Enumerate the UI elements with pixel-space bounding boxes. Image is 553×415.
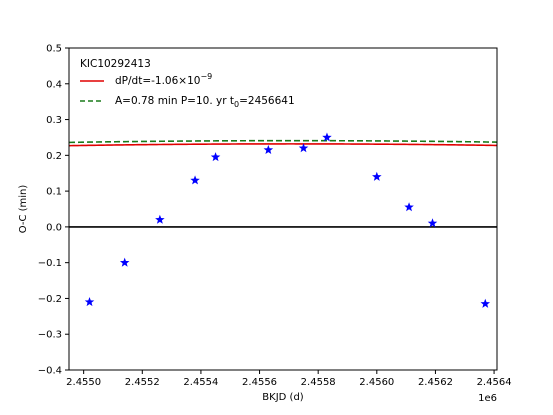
data-point [427,218,438,228]
y-tick-label: 0.4 [46,79,62,90]
x-tick-label: 2.4552 [125,377,160,388]
y-tick-label: 0.0 [46,222,62,233]
x-tick-label: 2.4556 [242,377,277,388]
data-point [155,214,165,224]
legend-label-2: A=0.78 min P=10. yr t0=2456641 [115,95,295,109]
legend: KIC10292413 dP/dt=-1.06×10−9 A=0.78 min P=… [80,58,295,109]
fit-curve-1 [69,143,497,147]
fit-curves [69,139,497,147]
y-tick-label: 0.3 [46,115,62,126]
y-tick-label: −0.1 [38,258,62,269]
data-point [298,143,309,153]
y-tick-label: −0.4 [38,366,62,377]
x-tick-label: 2.4560 [359,377,394,388]
x-axis-offset-label: 1e6 [478,393,497,404]
data-point [372,171,382,181]
legend-title: KIC10292413 [80,58,151,70]
x-axis-label: BKJD (d) [262,392,303,403]
data-point [210,152,221,162]
data-point [404,202,414,212]
data-point [190,175,200,185]
fit-curve-2 [69,139,497,144]
y-axis-ticks: −0.4 −0.3 −0.2 −0.1 0.0 0.1 0.2 0.3 0.4 0.5 [38,44,69,377]
data-point [480,298,491,308]
data-points [84,132,491,308]
data-point [322,132,332,142]
y-tick-label: 0.5 [46,44,62,55]
data-point [119,257,130,267]
y-tick-label: 0.2 [46,151,62,162]
data-point [84,297,95,307]
y-tick-label: 0.1 [46,187,62,198]
x-tick-label: 2.4550 [66,377,101,388]
x-tick-label: 2.4558 [301,377,336,388]
x-axis-ticks: 2.4550 2.4552 2.4554 2.4556 2.4558 2.4560 2.45… [66,370,512,388]
y-tick-label: −0.3 [38,330,62,341]
y-tick-label: −0.2 [38,294,62,305]
x-tick-label: 2.4554 [183,377,218,388]
data-point [263,144,274,155]
plot-frame [68,47,498,371]
x-tick-label: 2.4564 [477,377,512,388]
legend-label-1: dP/dt=-1.06×10−9 [115,72,212,87]
y-axis-label: O-C (min) [18,185,29,234]
x-tick-label: 2.4562 [418,377,453,388]
